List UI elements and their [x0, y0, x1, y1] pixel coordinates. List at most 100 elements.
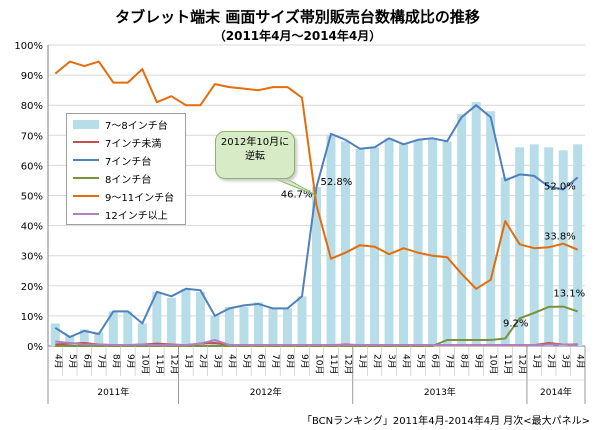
x-tick-label: 3月 — [212, 354, 223, 369]
x-tick-label: 6月 — [81, 354, 92, 369]
legend-label: 8インチ台 — [105, 174, 152, 186]
bar — [558, 150, 568, 346]
bar — [399, 144, 409, 346]
bar — [152, 291, 162, 346]
x-tick-label: 6月 — [430, 354, 441, 369]
chart-legend: 7～8インチ台 7インチ未満 7インチ台 8インチ台 9～11インチ台 12イン… — [66, 113, 186, 225]
x-tick-label: 2月 — [197, 354, 208, 369]
bar — [486, 111, 496, 346]
legend-swatch-line — [73, 213, 99, 215]
y-tick-label: 50% — [21, 192, 43, 203]
bar — [123, 311, 133, 346]
x-tick-label: 9月 — [125, 354, 136, 369]
legend-item-under7inch: 7インチ未満 — [73, 135, 162, 150]
bar — [312, 187, 321, 346]
bar — [515, 147, 525, 346]
chart-title: タブレット端末 画面サイズ帯別販売台数構成比の推移 — [115, 8, 480, 26]
x-tick-label: 8月 — [459, 354, 470, 369]
year-label: 2014年 — [540, 386, 572, 398]
x-tick-label: 7月 — [96, 354, 107, 369]
bar — [94, 332, 104, 346]
year-label: 2013年 — [424, 386, 456, 398]
x-tick-label: 11月 — [328, 354, 339, 374]
y-tick-label: 30% — [21, 252, 43, 263]
series-line — [54, 60, 579, 290]
x-tick-label: 5月 — [415, 354, 426, 369]
x-tick-label: 10月 — [488, 354, 499, 374]
x-tick-label: 12月 — [343, 354, 354, 374]
bar — [326, 135, 336, 346]
y-tick-label: 80% — [21, 101, 43, 112]
legend-swatch-bar — [73, 119, 99, 129]
x-tick-label: 12月 — [517, 354, 528, 374]
bar — [137, 323, 147, 346]
bar — [529, 144, 539, 346]
series-line — [54, 104, 579, 338]
y-tick-label: 90% — [21, 71, 43, 82]
x-tick-label: 7月 — [270, 354, 281, 369]
bar — [166, 297, 176, 346]
reversal-callout: 2012年10月に 逆転 — [215, 131, 295, 179]
legend-label: 7インチ未満 — [105, 138, 162, 150]
callout-line2: 逆転 — [245, 151, 265, 162]
legend-item-7inch: 7インチ台 — [73, 153, 152, 168]
legend-item-9-11inch: 9～11インチ台 — [73, 189, 175, 204]
source-note: 「BCNランキング」2011年4月-2014年4月 月次<最大パネル> — [301, 416, 590, 427]
x-tick-label: 10月 — [314, 354, 325, 374]
legend-label: 7インチ台 — [105, 156, 152, 168]
x-tick-label: 4月 — [575, 354, 586, 369]
year-label: 2012年 — [250, 386, 282, 398]
legend-label: 12インチ以上 — [105, 210, 168, 222]
chart-subtitle: （2011年4月～2014年4月） — [213, 29, 382, 43]
x-tick-label: 11月 — [154, 354, 165, 374]
data-label: 33.8% — [544, 232, 576, 243]
bar — [239, 306, 249, 346]
legend-swatch-line — [73, 177, 99, 179]
x-tick-label: 9月 — [299, 354, 310, 369]
bar — [195, 291, 205, 346]
bar — [253, 302, 263, 346]
bar — [413, 139, 423, 346]
series-line — [55, 339, 578, 347]
data-label: 52.0% — [544, 181, 576, 192]
x-tick-label: 1月 — [357, 354, 368, 369]
bar — [500, 177, 510, 346]
bar — [573, 144, 583, 346]
x-tick-label: 4月 — [401, 354, 412, 369]
data-label: 46.7% — [281, 189, 313, 200]
x-tick-label: 9月 — [473, 354, 484, 369]
legend-label: 7～8インチ台 — [105, 120, 168, 132]
x-tick-label: 2月 — [546, 354, 557, 369]
bar — [79, 329, 89, 346]
data-label: 9.2% — [503, 318, 528, 329]
bar — [457, 114, 467, 346]
bar — [268, 308, 278, 346]
bar — [442, 141, 452, 346]
x-tick-label: 7月 — [444, 354, 455, 369]
legend-label: 9～11インチ台 — [105, 192, 175, 204]
x-tick-label: 2月 — [372, 354, 383, 369]
y-tick-label: 20% — [21, 282, 43, 293]
bar — [181, 288, 191, 346]
y-tick-label: 0% — [27, 342, 43, 353]
year-label: 2011年 — [97, 386, 129, 398]
bar — [210, 315, 220, 346]
x-tick-label: 10月 — [139, 354, 150, 374]
legend-item-8inch: 8インチ台 — [73, 171, 152, 186]
x-tick-label: 8月 — [284, 354, 295, 369]
y-tick-label: 60% — [21, 161, 43, 172]
x-tick-label: 6月 — [255, 354, 266, 369]
legend-swatch-line — [73, 195, 99, 197]
x-tick-label: 5月 — [67, 354, 78, 369]
bar — [428, 138, 438, 346]
bar — [341, 141, 351, 346]
data-label: 52.8% — [321, 177, 353, 188]
bar — [50, 323, 60, 346]
bar — [384, 138, 394, 346]
y-tick-label: 70% — [21, 131, 43, 142]
bar — [297, 296, 307, 346]
x-tick-label: 8月 — [110, 354, 121, 369]
legend-swatch-line — [73, 159, 99, 161]
callout-line1: 2012年10月に — [220, 137, 290, 148]
